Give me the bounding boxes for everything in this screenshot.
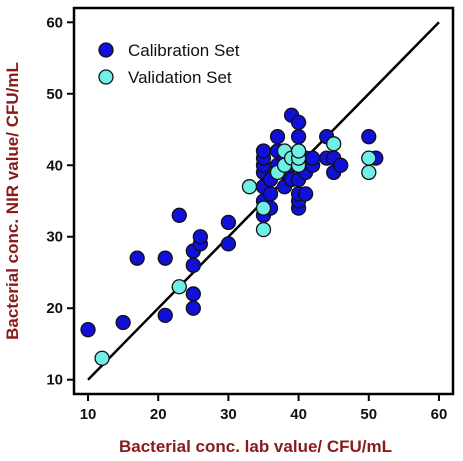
validation-point (255, 200, 272, 216)
validation-point (241, 179, 258, 195)
calibration-point (157, 250, 173, 266)
y-tick-label: 40 (46, 157, 63, 174)
y-axis-title: Bacterial conc. NIR value/ CFU/mL (3, 62, 22, 340)
x-tick-label: 20 (150, 406, 167, 423)
calibration-point (297, 186, 314, 202)
legend-marker-validation (98, 69, 114, 85)
y-tick-label: 10 (46, 372, 63, 389)
calibration-point (262, 186, 279, 202)
legend-label-calibration: Calibration Set (128, 41, 240, 60)
calibration-point (115, 314, 131, 331)
calibration-point (255, 143, 272, 159)
validation-point (290, 143, 307, 159)
data-points-layer (80, 107, 384, 366)
calibration-point (304, 150, 321, 166)
legend-marker-calibration (98, 42, 114, 58)
y-tick-label: 20 (46, 300, 63, 317)
x-tick-label: 60 (431, 406, 448, 423)
calibration-point (290, 114, 307, 131)
calibration-point (185, 300, 201, 316)
y-tick-label: 50 (46, 86, 63, 103)
y-tick-label: 30 (46, 229, 63, 246)
legend-label-validation: Validation Set (128, 68, 232, 87)
validation-series (94, 136, 377, 366)
x-tick-label: 10 (80, 406, 97, 423)
legend: Calibration Set Validation Set (98, 41, 240, 87)
calibration-point (185, 257, 201, 273)
y-tick-label: 60 (46, 14, 63, 31)
calibration-point (269, 129, 286, 145)
calibration-point (220, 214, 237, 231)
validation-point (361, 164, 377, 181)
calibration-point (220, 236, 237, 252)
validation-point (94, 350, 110, 366)
calibration-point (185, 286, 201, 302)
x-tick-label: 50 (360, 406, 377, 423)
calibration-point (157, 307, 173, 324)
calibration-point (290, 129, 307, 145)
plot-frame (72, 6, 455, 396)
calibration-point (333, 157, 349, 173)
calibration-point (129, 250, 145, 266)
calibration-point (80, 322, 96, 338)
calibration-point (192, 229, 208, 245)
validation-point (255, 221, 272, 238)
calibration-point (171, 207, 187, 223)
validation-point (171, 279, 187, 295)
x-tick-label: 30 (220, 406, 237, 423)
x-axis-title: Bacterial conc. lab value/ CFU/mL (119, 437, 392, 456)
calibration-point (361, 129, 377, 145)
x-tick-label: 40 (290, 406, 307, 423)
validation-point (326, 136, 342, 152)
validation-point (361, 150, 377, 166)
axis-ticks-layer: 10 20 30 40 50 60 10 20 30 40 50 60 (46, 14, 447, 423)
